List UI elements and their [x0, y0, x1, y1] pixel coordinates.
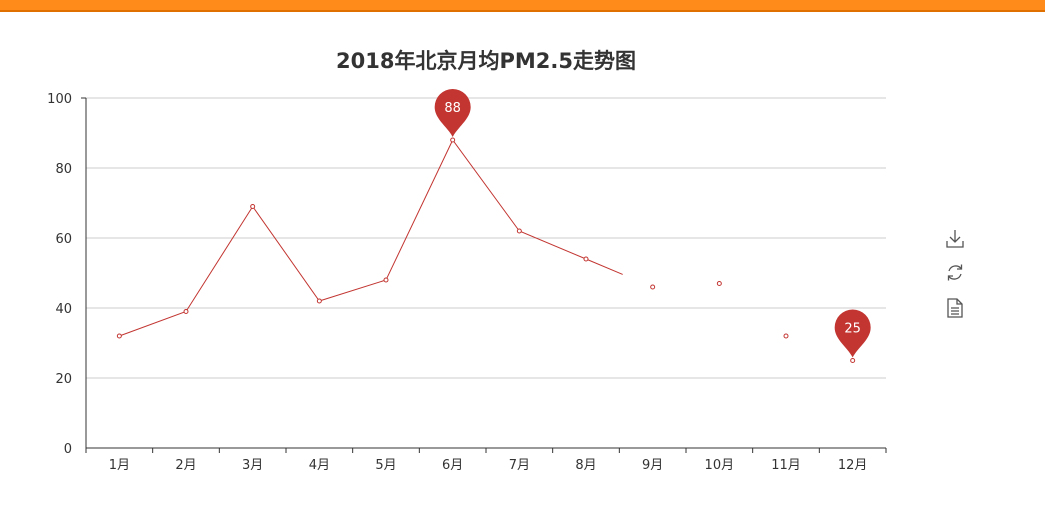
- x-axis: 1月 2月 3月 4月 5月 6月 7月 8月 9月 10月 11月 12月: [81, 97, 887, 473]
- data-point[interactable]: [516, 228, 522, 234]
- y-tick-label: 0: [64, 442, 72, 457]
- x-tick-label: 7月: [509, 458, 530, 473]
- x-tick-label: 2月: [175, 458, 196, 473]
- x-tick-label: 9月: [642, 458, 663, 473]
- y-tick-label: 20: [55, 372, 72, 387]
- y-tick-label: 60: [55, 232, 72, 247]
- series: [116, 137, 856, 363]
- y-tick-label: 100: [47, 92, 72, 107]
- pin-label: 25: [844, 322, 861, 337]
- data-point[interactable]: [316, 298, 322, 304]
- x-tick-label: 6月: [442, 458, 463, 473]
- y-axis-labels: 0 20 40 60 80 100: [47, 92, 72, 457]
- refresh-icon[interactable]: [943, 260, 967, 284]
- x-tick-label: 8月: [575, 458, 596, 473]
- x-tick-label: 12月: [838, 458, 868, 473]
- data-point[interactable]: [450, 137, 456, 143]
- mark-point-max[interactable]: 88: [434, 89, 471, 137]
- data-point[interactable]: [116, 333, 122, 339]
- pin-label: 88: [444, 101, 461, 116]
- y-tick-label: 80: [55, 162, 72, 177]
- download-icon[interactable]: [943, 226, 967, 250]
- toolbox: [943, 226, 967, 319]
- x-tick-label: 1月: [109, 458, 130, 473]
- data-point[interactable]: [183, 309, 189, 314]
- mark-points: 88 25: [434, 89, 871, 358]
- data-view-icon[interactable]: [944, 295, 966, 319]
- grid: [86, 97, 886, 379]
- pin-shape: [834, 309, 871, 358]
- data-point[interactable]: [783, 333, 789, 339]
- data-point[interactable]: [850, 358, 856, 363]
- x-tick-label: 10月: [705, 458, 735, 473]
- data-point[interactable]: [250, 204, 256, 209]
- x-tick-label: 4月: [309, 458, 330, 473]
- data-point[interactable]: [716, 281, 722, 286]
- top-bar: [0, 0, 1045, 12]
- x-tick-label: 11月: [771, 458, 801, 473]
- y-tick-label: 40: [55, 302, 72, 317]
- data-point[interactable]: [583, 256, 589, 262]
- mark-point-min[interactable]: 25: [834, 309, 871, 358]
- data-point[interactable]: [383, 277, 389, 283]
- x-tick-label: 5月: [375, 458, 396, 473]
- data-point[interactable]: [650, 284, 656, 290]
- pin-shape: [434, 89, 471, 137]
- x-tick-label: 3月: [242, 458, 263, 473]
- chart-title: 2018年北京月均PM2.5走势图: [336, 49, 636, 73]
